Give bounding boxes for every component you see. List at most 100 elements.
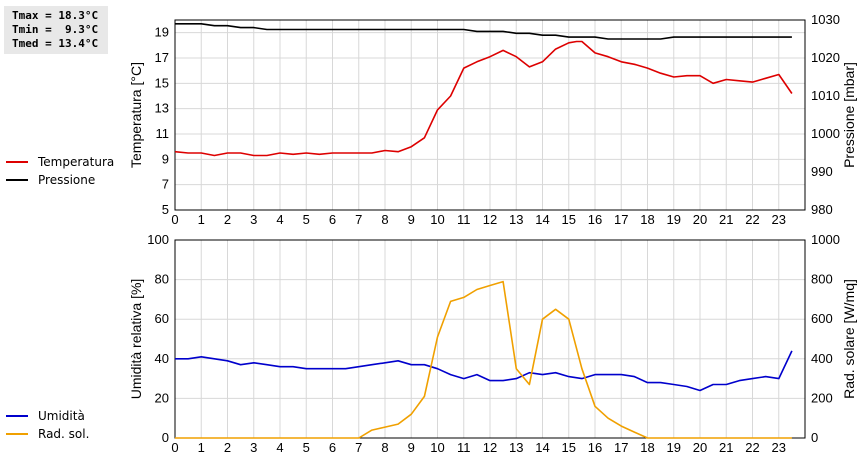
chart2-xtick-0: 0 — [171, 440, 178, 455]
chart1-frame — [174, 19, 806, 211]
legend-label-umidita: Umidità — [38, 409, 85, 423]
legend-item-pressione: Pressione — [6, 171, 114, 189]
legend-swatch-umidita — [6, 415, 28, 417]
stats-box: Tmax = 18.3°C Tmin = 9.3°C Tmed = 13.4°C — [4, 6, 108, 54]
tmed-label: Tmed = 13.4°C — [12, 37, 99, 50]
chart1-xtick-0: 0 — [171, 212, 178, 227]
tmin-label: Tmin = 9.3°C — [12, 23, 99, 36]
chart1-xtick-22: 22 — [745, 212, 759, 227]
chart2-xtick-5: 5 — [303, 440, 310, 455]
chart2-series-rad-sol — [175, 280, 792, 439]
chart1-xtick-23: 23 — [772, 212, 786, 227]
legend-top: Temperatura Pressione — [6, 153, 114, 189]
chart2-ytick-0: 0 — [162, 430, 169, 445]
chart2-ylabel: Umidità relativa [%] — [128, 279, 144, 400]
chart1-xtick-7: 7 — [355, 212, 362, 227]
tmax-label: Tmax = 18.3°C — [12, 9, 99, 22]
chart1-y2tick-0: 980 — [811, 202, 833, 217]
chart2-xtick-14: 14 — [535, 440, 549, 455]
chart2-xtick-8: 8 — [381, 440, 388, 455]
chart2-ytick-3: 60 — [155, 311, 169, 326]
chart1-ytick-1: 7 — [162, 177, 169, 192]
legend-label-temperatura: Temperatura — [38, 155, 115, 169]
chart1-xtick-19: 19 — [667, 212, 681, 227]
chart1-xtick-14: 14 — [535, 212, 549, 227]
chart1-xtick-9: 9 — [408, 212, 415, 227]
chart1-series-temperatura — [174, 40, 793, 157]
chart2-xtick-12: 12 — [483, 440, 497, 455]
chart1-xtick-4: 4 — [276, 212, 283, 227]
chart1-ytick-2: 9 — [162, 151, 169, 166]
chart1-xtick-1: 1 — [198, 212, 205, 227]
chart2-xtick-23: 23 — [772, 440, 786, 455]
chart1-y2tick-3: 1010 — [811, 88, 840, 103]
legend-swatch-pressione — [6, 179, 28, 181]
chart2-xtick-17: 17 — [614, 440, 628, 455]
chart1-ytick-4: 13 — [155, 101, 169, 116]
chart2-frame — [174, 239, 806, 439]
legend-bottom: Umidità Rad. sol. — [6, 407, 89, 443]
chart1-xtick-10: 10 — [430, 212, 444, 227]
chart2-ytick-4: 80 — [155, 272, 169, 287]
chart2-xtick-21: 21 — [719, 440, 733, 455]
chart2-y2tick-3: 600 — [811, 311, 833, 326]
chart2-xtick-13: 13 — [509, 440, 523, 455]
chart1-xtick-2: 2 — [224, 212, 231, 227]
chart2-ytick-1: 20 — [155, 390, 169, 405]
chart2-xtick-19: 19 — [667, 440, 681, 455]
chart2-y2tick-4: 800 — [811, 272, 833, 287]
chart1-ytick-7: 19 — [155, 25, 169, 40]
chart2-y2tick-2: 400 — [811, 351, 833, 366]
chart2-y2tick-5: 1000 — [811, 232, 840, 247]
chart1-y2tick-1: 990 — [811, 164, 833, 179]
chart1-series-pressione — [175, 22, 792, 40]
legend-item-radiazione: Rad. sol. — [6, 425, 89, 443]
chart1-xtick-5: 5 — [303, 212, 310, 227]
chart1-y2tick-5: 1030 — [811, 12, 840, 27]
chart1-ytick-3: 11 — [156, 126, 170, 141]
chart2-ytick-2: 40 — [155, 351, 169, 366]
chart1-y2label: Pressione [mbar] — [841, 62, 857, 168]
legend-label-radiazione: Rad. sol. — [38, 427, 90, 441]
chart1-xtick-6: 6 — [329, 212, 336, 227]
chart1-xtick-12: 12 — [483, 212, 497, 227]
chart2-ytick-5: 100 — [147, 232, 169, 247]
chart1-xtick-13: 13 — [509, 212, 523, 227]
chart2-xtick-6: 6 — [329, 440, 336, 455]
chart2-xtick-11: 11 — [457, 440, 471, 455]
chart1-xtick-11: 11 — [457, 212, 471, 227]
chart2-xtick-7: 7 — [355, 440, 362, 455]
chart1-ytick-6: 17 — [155, 50, 169, 65]
chart2-y2tick-0: 0 — [811, 430, 818, 445]
chart2-xtick-20: 20 — [693, 440, 707, 455]
legend-item-temperatura: Temperatura — [6, 153, 114, 171]
chart2-xtick-10: 10 — [430, 440, 444, 455]
chart2-xtick-3: 3 — [250, 440, 257, 455]
chart1-xtick-8: 8 — [381, 212, 388, 227]
chart1-xtick-15: 15 — [562, 212, 576, 227]
chart2-y2label: Rad. solare [W/mq] — [841, 279, 857, 399]
chart2-xtick-15: 15 — [562, 440, 576, 455]
legend-label-pressione: Pressione — [38, 173, 96, 187]
chart1-xtick-17: 17 — [614, 212, 628, 227]
chart1-xtick-18: 18 — [640, 212, 654, 227]
chart2-xtick-9: 9 — [408, 440, 415, 455]
chart2-xtick-1: 1 — [198, 440, 205, 455]
chart1-y2tick-4: 1020 — [811, 50, 840, 65]
chart2-xtick-22: 22 — [745, 440, 759, 455]
legend-swatch-temperatura — [6, 161, 28, 163]
chart1-xtick-16: 16 — [588, 212, 602, 227]
chart1-ytick-5: 15 — [155, 75, 169, 90]
legend-swatch-radiazione — [6, 433, 28, 435]
chart1-xtick-20: 20 — [693, 212, 707, 227]
chart2-xtick-18: 18 — [640, 440, 654, 455]
chart1-ylabel: Temperatura [°C] — [128, 62, 144, 168]
chart1-xtick-3: 3 — [250, 212, 257, 227]
chart1-y2tick-2: 1000 — [811, 126, 840, 141]
legend-item-umidita: Umidità — [6, 407, 89, 425]
chart1-ytick-0: 5 — [162, 202, 169, 217]
chart2-xtick-4: 4 — [276, 440, 283, 455]
chart1-xtick-21: 21 — [719, 212, 733, 227]
chart2-series-umidit — [175, 350, 793, 392]
